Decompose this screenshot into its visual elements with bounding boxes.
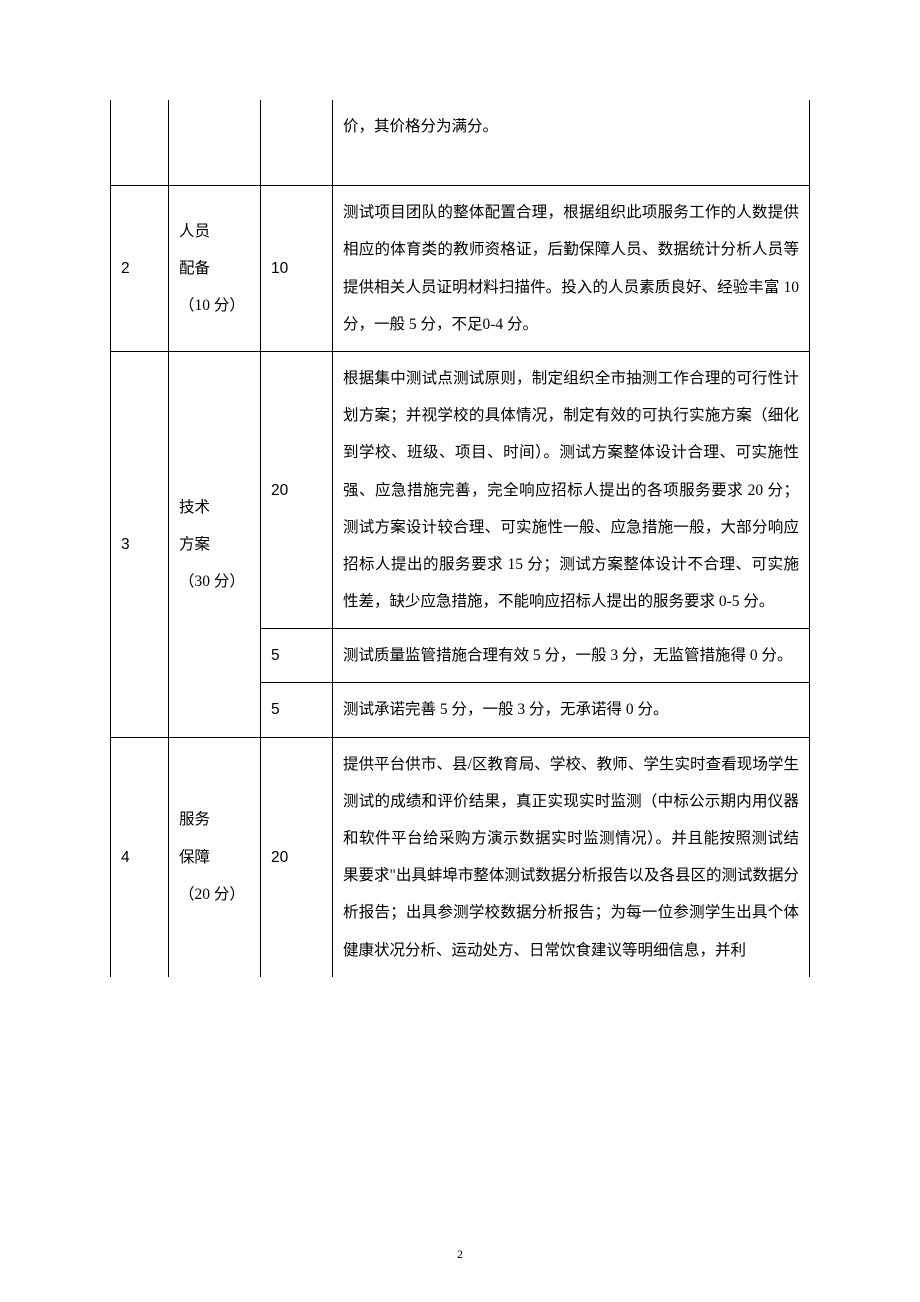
criteria-text: 提供平台供市、县/区教育局、学校、教师、学生实时查看现场学生测试的成绩和评价结果… xyxy=(343,756,799,959)
seq-cell xyxy=(111,100,169,186)
page-number-text: 2 xyxy=(457,1247,463,1261)
page-number: 2 xyxy=(457,1247,463,1262)
category-line: （10 分） xyxy=(179,297,245,314)
score-text: 5 xyxy=(271,701,280,718)
category-cell: 技术 方案 （30 分） xyxy=(169,351,261,737)
criteria-cell: 测试项目团队的整体配置合理，根据组织此项服务工作的人数提供相应的体育类的教师资格… xyxy=(333,186,810,352)
category-line: 保障 xyxy=(179,849,210,866)
criteria-text: 根据集中测试点测试原则，制定组织全市抽测工作合理的可行性计划方案；并视学校的具体… xyxy=(343,370,799,610)
criteria-text: 测试项目团队的整体配置合理，根据组织此项服务工作的人数提供相应的体育类的教师资格… xyxy=(343,204,799,333)
seq-cell: 4 xyxy=(111,737,169,977)
category-line: （20 分） xyxy=(179,886,245,903)
criteria-cell: 提供平台供市、县/区教育局、学校、教师、学生实时查看现场学生测试的成绩和评价结果… xyxy=(333,737,810,977)
score-cell: 10 xyxy=(261,186,333,352)
criteria-cell: 价，其价格分为满分。 xyxy=(333,100,810,186)
category-line: 服务 xyxy=(179,811,210,828)
table-row: 3 技术 方案 （30 分） 20 根据集中测试点测试原则，制定组织全市抽测工作… xyxy=(111,351,810,628)
category-cell xyxy=(169,100,261,186)
seq-text: 4 xyxy=(121,849,130,866)
page-container: 价，其价格分为满分。 2 人员 配备 （10 分） 10 测试项目团队的整体配置… xyxy=(0,0,920,1302)
seq-cell: 2 xyxy=(111,186,169,352)
score-text: 20 xyxy=(271,482,288,499)
criteria-text: 测试质量监管措施合理有效 5 分，一般 3 分，无监管措施得 0 分。 xyxy=(343,647,793,664)
category-cell: 服务 保障 （20 分） xyxy=(169,737,261,977)
score-text: 20 xyxy=(271,849,288,866)
category-line: 技术 xyxy=(179,499,210,516)
category-cell: 人员 配备 （10 分） xyxy=(169,186,261,352)
score-text: 10 xyxy=(271,260,288,277)
evaluation-table: 价，其价格分为满分。 2 人员 配备 （10 分） 10 测试项目团队的整体配置… xyxy=(110,100,810,977)
seq-text: 2 xyxy=(121,260,130,277)
score-cell: 5 xyxy=(261,683,333,737)
table-row: 4 服务 保障 （20 分） 20 提供平台供市、县/区教育局、学校、教师、学生… xyxy=(111,737,810,977)
criteria-text: 价，其价格分为满分。 xyxy=(343,118,498,135)
table-row: 价，其价格分为满分。 xyxy=(111,100,810,186)
category-line: （30 分） xyxy=(179,573,245,590)
score-cell: 20 xyxy=(261,737,333,977)
category-line: 配备 xyxy=(179,260,210,277)
criteria-cell: 根据集中测试点测试原则，制定组织全市抽测工作合理的可行性计划方案；并视学校的具体… xyxy=(333,351,810,628)
criteria-text: 测试承诺完善 5 分，一般 3 分，无承诺得 0 分。 xyxy=(343,701,669,718)
score-cell: 5 xyxy=(261,629,333,683)
score-cell: 20 xyxy=(261,351,333,628)
category-line: 方案 xyxy=(179,536,210,553)
table-row: 2 人员 配备 （10 分） 10 测试项目团队的整体配置合理，根据组织此项服务… xyxy=(111,186,810,352)
criteria-cell: 测试质量监管措施合理有效 5 分，一般 3 分，无监管措施得 0 分。 xyxy=(333,629,810,683)
category-line: 人员 xyxy=(179,223,210,240)
score-text: 5 xyxy=(271,647,280,664)
seq-text: 3 xyxy=(121,536,130,553)
criteria-cell: 测试承诺完善 5 分，一般 3 分，无承诺得 0 分。 xyxy=(333,683,810,737)
seq-cell: 3 xyxy=(111,351,169,737)
score-cell xyxy=(261,100,333,186)
